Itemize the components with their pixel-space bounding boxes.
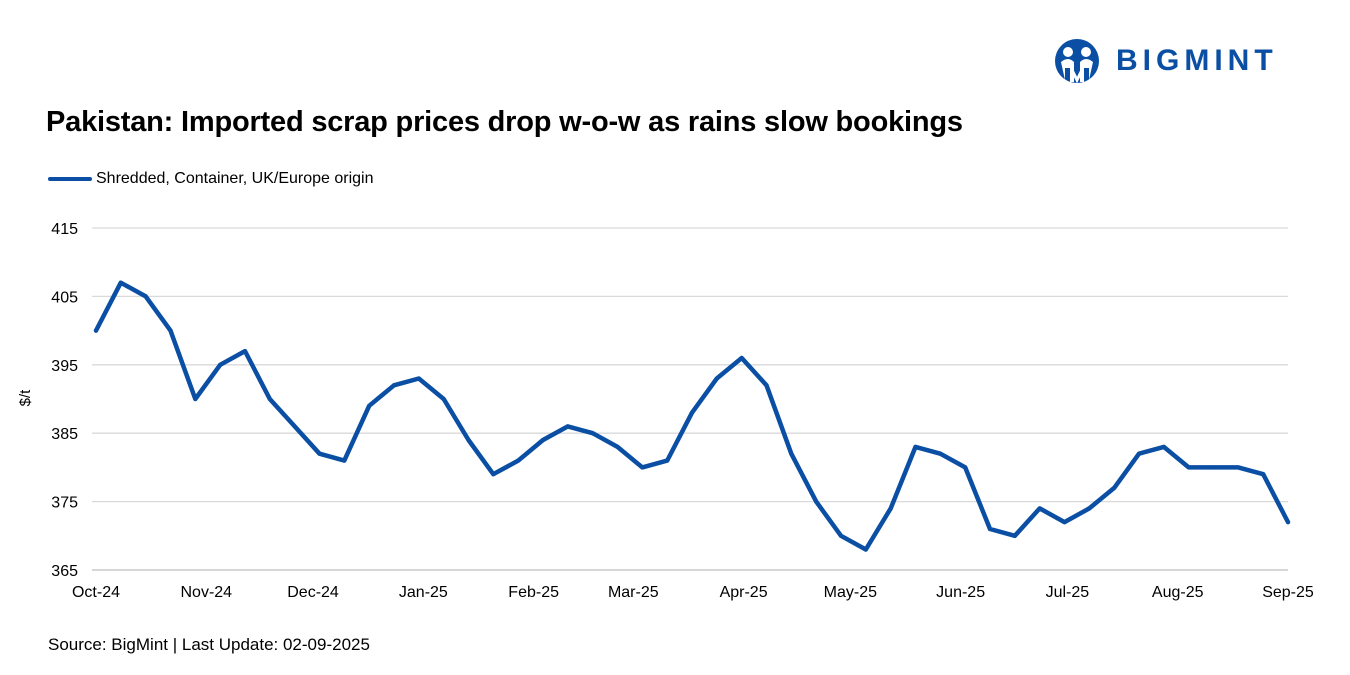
- data-point: [317, 451, 322, 456]
- data-point: [690, 410, 694, 415]
- data-point: [392, 383, 396, 388]
- legend-swatch: [48, 177, 92, 181]
- data-point: [1137, 451, 1141, 456]
- x-tick-label: May-25: [824, 584, 877, 601]
- data-point: [1261, 472, 1266, 477]
- data-point: [640, 465, 645, 470]
- data-point: [292, 424, 297, 429]
- data-point: [863, 547, 868, 552]
- y-tick-label: 415: [51, 221, 78, 238]
- data-point: [1286, 520, 1290, 525]
- data-point: [342, 458, 347, 463]
- chart-title: Pakistan: Imported scrap prices drop w-o…: [46, 106, 963, 138]
- data-point: [565, 424, 570, 429]
- x-tick-label: Sep-25: [1262, 584, 1314, 601]
- data-point: [839, 533, 843, 538]
- data-point: [665, 458, 670, 463]
- data-point: [764, 383, 769, 388]
- x-tick-label: Jun-25: [936, 584, 985, 601]
- data-point: [94, 328, 98, 333]
- data-point: [739, 355, 744, 360]
- data-point: [466, 438, 471, 443]
- x-tick-label: Jul-25: [1046, 584, 1090, 601]
- y-tick-label: 365: [51, 563, 78, 580]
- bigmint-logo: BIGMINT: [1052, 38, 1278, 84]
- data-point: [888, 506, 893, 511]
- data-point: [243, 349, 247, 354]
- brand-name: BIGMINT: [1116, 44, 1278, 77]
- source-note: Source: BigMint | Last Update: 02-09-202…: [48, 635, 370, 654]
- data-point: [367, 403, 372, 408]
- data-point: [590, 431, 595, 436]
- data-point: [1186, 465, 1191, 470]
- x-tick-label: Dec-24: [287, 584, 339, 601]
- data-point: [143, 294, 148, 299]
- data-point: [789, 451, 794, 456]
- data-point: [218, 362, 223, 367]
- data-point: [416, 376, 421, 381]
- data-point: [1161, 444, 1166, 449]
- data-point: [938, 451, 943, 456]
- data-point: [491, 472, 496, 477]
- data-point: [913, 444, 918, 449]
- x-tick-label: Aug-25: [1152, 584, 1204, 601]
- x-tick-label: Feb-25: [508, 584, 559, 601]
- x-tick-label: Oct-24: [72, 584, 120, 601]
- y-tick-label: 395: [51, 358, 78, 375]
- legend-label: Shredded, Container, UK/Europe origin: [96, 170, 374, 187]
- data-point: [963, 465, 968, 470]
- data-point: [1236, 465, 1241, 470]
- y-tick-label: 375: [51, 495, 78, 512]
- data-point: [1037, 506, 1042, 511]
- x-tick-label: Nov-24: [181, 584, 233, 601]
- data-point: [1012, 533, 1017, 538]
- data-point: [988, 526, 992, 531]
- data-point: [615, 444, 620, 449]
- x-tick-label: Mar-25: [608, 584, 659, 601]
- data-point: [541, 438, 545, 443]
- y-axis-label: $/t: [17, 389, 34, 407]
- data-point: [1211, 465, 1216, 470]
- data-point: [168, 328, 173, 333]
- data-point: [441, 397, 446, 401]
- x-tick-label: Jan-25: [399, 584, 448, 601]
- data-point: [1112, 485, 1117, 490]
- data-point: [1062, 520, 1067, 525]
- data-point: [814, 499, 819, 504]
- legend: Shredded, Container, UK/Europe origin: [48, 170, 374, 188]
- data-point: [193, 397, 198, 401]
- data-point: [1087, 506, 1092, 511]
- x-tick-label: Apr-25: [720, 584, 768, 601]
- series-line: [93, 280, 1291, 552]
- y-tick-label: 405: [51, 289, 78, 306]
- data-point: [714, 376, 719, 381]
- data-point: [118, 280, 123, 285]
- data-point: [267, 397, 272, 401]
- bigmint-logo-icon: [1055, 39, 1099, 84]
- data-point: [516, 458, 521, 463]
- y-tick-label: 385: [51, 426, 78, 443]
